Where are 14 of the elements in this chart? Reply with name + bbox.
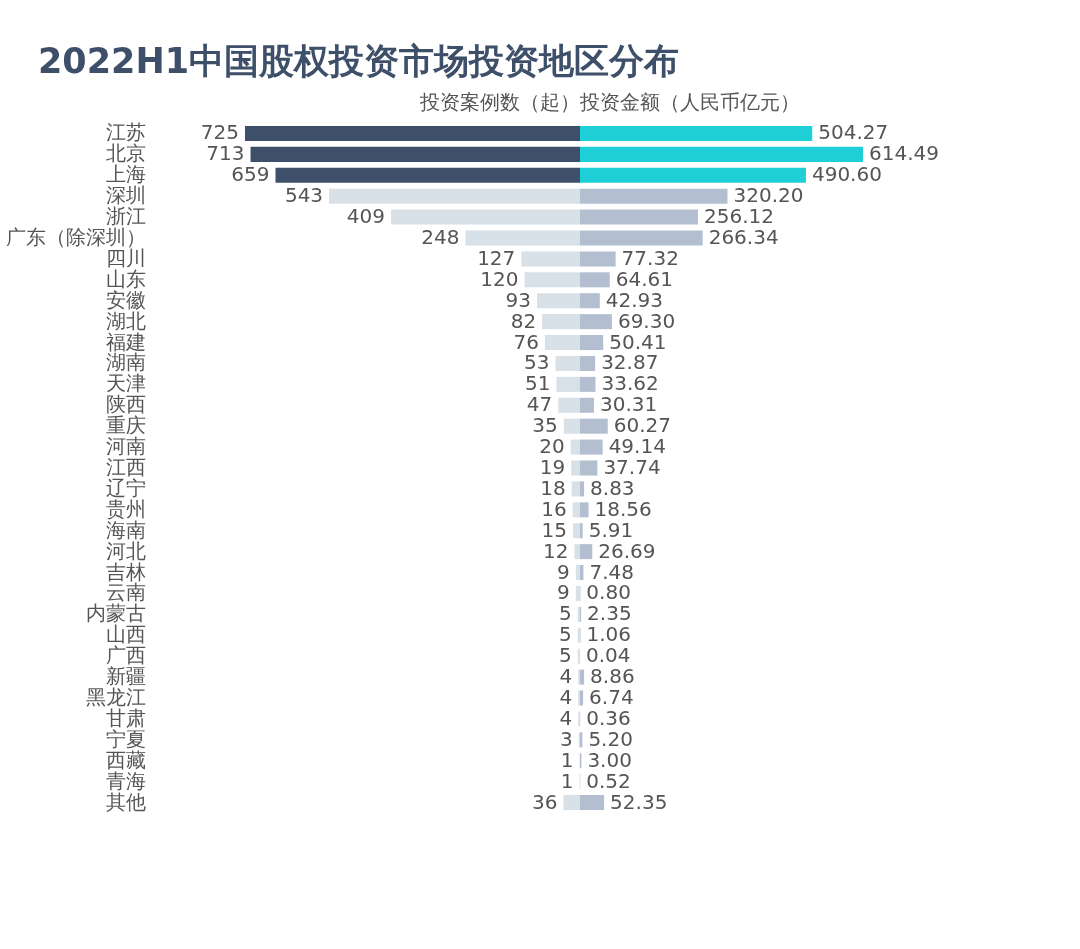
chart-title: 2022H1中国股权投资市场投资地区分布: [38, 40, 680, 83]
y-tick-label: 内蒙古: [85, 601, 146, 626]
y-tick-label: 吉林: [105, 559, 146, 584]
chart-subtitle: 投资案例数（起）: [419, 89, 580, 114]
bar: [580, 669, 585, 685]
bar: [580, 690, 584, 706]
data-label: 409: [346, 204, 386, 229]
chart-subtitle: 投资金额（人民币亿元）: [579, 89, 800, 114]
data-label: 248: [421, 225, 460, 249]
data-label: 543: [284, 183, 324, 208]
y-tick-label: 青海: [105, 768, 146, 793]
y-tick-label: 广东（除深圳）: [5, 225, 146, 249]
data-label: 36: [531, 789, 558, 814]
bar: [575, 585, 580, 601]
